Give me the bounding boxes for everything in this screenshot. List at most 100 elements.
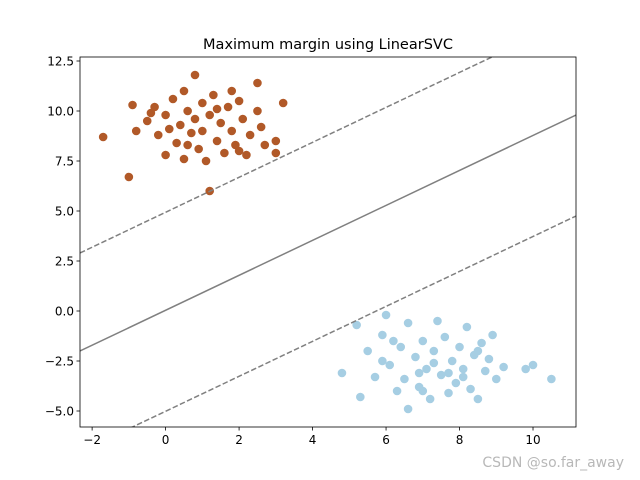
point xyxy=(473,346,483,356)
point xyxy=(234,146,244,156)
y-tick-label: 12.5 xyxy=(47,54,74,68)
point xyxy=(458,372,468,382)
point xyxy=(253,78,262,88)
chart-title: Maximum margin using LinearSVC xyxy=(203,37,453,53)
point xyxy=(440,332,450,342)
point xyxy=(378,330,387,340)
point xyxy=(201,156,211,166)
point xyxy=(418,336,428,346)
x-tick-label: −2 xyxy=(83,433,101,447)
point xyxy=(491,374,501,384)
point xyxy=(223,102,233,112)
point xyxy=(271,136,281,146)
point xyxy=(528,360,538,370)
point xyxy=(245,130,255,140)
point xyxy=(183,140,192,150)
point xyxy=(477,338,486,348)
point xyxy=(458,364,468,374)
point xyxy=(455,342,464,352)
y-tick-label: 2.5 xyxy=(55,254,74,268)
point xyxy=(473,394,483,404)
x-tick-label: 2 xyxy=(235,433,243,447)
point xyxy=(411,352,420,362)
point xyxy=(418,386,428,396)
point xyxy=(190,114,200,124)
x-tick-label: 4 xyxy=(309,433,317,447)
point xyxy=(422,364,431,374)
point xyxy=(198,126,207,136)
point xyxy=(400,374,409,384)
point xyxy=(242,150,251,160)
y-tick-label: 0.0 xyxy=(55,304,74,318)
point xyxy=(480,366,490,376)
point xyxy=(176,120,185,130)
point xyxy=(389,336,398,346)
x-tick-label: 0 xyxy=(162,433,170,447)
point xyxy=(146,108,156,118)
point xyxy=(356,392,365,402)
point xyxy=(381,310,391,320)
y-tick-label: 5.0 xyxy=(55,204,74,218)
point xyxy=(378,356,387,366)
point xyxy=(396,342,406,352)
point xyxy=(414,368,424,378)
point xyxy=(198,98,207,108)
point xyxy=(447,356,457,366)
point xyxy=(278,98,288,108)
point xyxy=(183,106,192,116)
point xyxy=(161,110,170,120)
point xyxy=(234,96,244,106)
y-tick-label: −2.5 xyxy=(45,354,74,368)
point xyxy=(179,86,189,96)
point xyxy=(190,70,200,80)
point xyxy=(256,122,266,132)
point xyxy=(131,126,141,136)
point xyxy=(337,368,347,378)
point xyxy=(436,370,446,380)
point xyxy=(466,384,475,394)
point xyxy=(260,140,270,150)
point xyxy=(403,404,413,414)
point xyxy=(172,138,181,148)
decision-line xyxy=(130,215,576,427)
point xyxy=(488,330,497,340)
point xyxy=(227,86,237,96)
point xyxy=(271,148,281,158)
point xyxy=(444,388,453,398)
point xyxy=(227,126,237,136)
point xyxy=(462,322,472,332)
point xyxy=(385,360,395,370)
decision-line xyxy=(80,57,494,254)
point xyxy=(238,114,248,124)
point xyxy=(220,148,229,158)
y-tick-label: −5.0 xyxy=(45,404,74,418)
axes-frame xyxy=(79,56,577,428)
point xyxy=(194,144,203,154)
point xyxy=(444,368,453,378)
point xyxy=(216,118,226,128)
point xyxy=(205,110,214,120)
point xyxy=(212,104,222,114)
x-tick-label: 6 xyxy=(382,433,390,447)
x-tick-label: 8 xyxy=(456,433,464,447)
point xyxy=(128,100,137,110)
watermark: CSDN @so.far_away xyxy=(482,455,624,471)
point xyxy=(168,94,178,104)
point xyxy=(451,378,461,388)
y-tick-label: 10.0 xyxy=(47,104,74,118)
point xyxy=(179,154,189,164)
point xyxy=(209,90,218,100)
point xyxy=(352,320,361,330)
point xyxy=(370,372,380,382)
point xyxy=(429,358,439,368)
point xyxy=(124,172,134,182)
point xyxy=(499,362,508,372)
point xyxy=(98,132,108,142)
x-tick-label: 10 xyxy=(525,433,540,447)
point xyxy=(164,124,174,134)
point xyxy=(547,374,556,384)
point xyxy=(425,394,435,404)
point xyxy=(153,130,163,140)
